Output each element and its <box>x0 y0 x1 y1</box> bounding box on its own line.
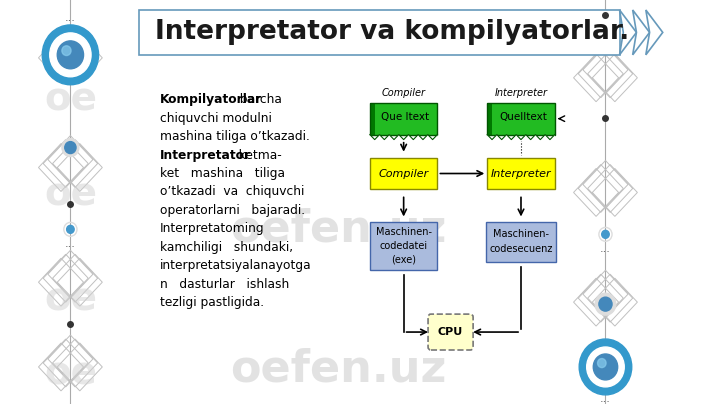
Circle shape <box>62 46 71 55</box>
Polygon shape <box>646 10 662 55</box>
Text: operatorlarni   bajaradi.: operatorlarni bajaradi. <box>160 204 305 217</box>
Bar <box>487 158 555 190</box>
Bar <box>370 103 374 134</box>
Text: ketma-: ketma- <box>227 149 282 162</box>
Text: Interpretator va kompilyatorlar.: Interpretator va kompilyatorlar. <box>155 19 629 45</box>
Text: ...: ... <box>600 244 611 254</box>
Text: oe: oe <box>44 175 97 213</box>
Text: barcha: barcha <box>232 93 282 106</box>
Polygon shape <box>633 10 649 55</box>
Bar <box>139 10 619 55</box>
Text: interpretatsiyalanayotga: interpretatsiyalanayotga <box>160 259 311 272</box>
Bar <box>487 103 555 134</box>
Bar <box>486 222 556 262</box>
Circle shape <box>602 230 609 238</box>
Text: Que ltext: Que ltext <box>382 112 430 122</box>
Bar <box>492 103 555 134</box>
Bar <box>374 103 438 134</box>
Circle shape <box>65 142 76 153</box>
Text: oe: oe <box>44 280 97 318</box>
Bar <box>370 158 438 190</box>
Text: oe: oe <box>44 81 97 119</box>
Circle shape <box>595 293 616 315</box>
Circle shape <box>593 354 618 380</box>
Text: codesecuenz: codesecuenz <box>490 245 553 254</box>
Polygon shape <box>619 10 636 55</box>
Circle shape <box>58 41 84 69</box>
Text: Compiler: Compiler <box>379 168 429 179</box>
Text: Interpreter: Interpreter <box>490 168 552 179</box>
Text: oefen.uz: oefen.uz <box>230 208 446 251</box>
Text: Quelltext: Quelltext <box>499 112 546 122</box>
Text: kamchiligi   shundaki,: kamchiligi shundaki, <box>160 241 293 254</box>
Text: (exe): (exe) <box>391 254 416 264</box>
Text: CPU: CPU <box>438 327 463 337</box>
Text: Maschinen-: Maschinen- <box>493 228 549 239</box>
Bar <box>370 103 438 134</box>
Text: ...: ... <box>65 13 76 23</box>
Text: mashina tiliga o’tkazadi.: mashina tiliga o’tkazadi. <box>160 130 310 143</box>
Text: n   dasturlar   ishlash: n dasturlar ishlash <box>160 278 289 291</box>
Text: oe: oe <box>44 355 97 393</box>
Circle shape <box>587 347 624 387</box>
Text: oefen.uz: oefen.uz <box>230 347 446 390</box>
Bar <box>370 222 438 270</box>
Text: Compiler: Compiler <box>382 88 426 98</box>
Text: Kompilyatorlar: Kompilyatorlar <box>160 93 262 106</box>
FancyBboxPatch shape <box>428 314 473 350</box>
Polygon shape <box>370 134 438 142</box>
Text: Maschinen-: Maschinen- <box>376 227 432 237</box>
Bar <box>487 103 492 134</box>
Text: codedatei: codedatei <box>379 241 428 251</box>
Circle shape <box>599 297 612 311</box>
Text: Interpretator: Interpretator <box>160 149 251 162</box>
Circle shape <box>42 25 99 85</box>
Text: tezligi pastligida.: tezligi pastligida. <box>160 296 264 309</box>
Circle shape <box>598 358 606 368</box>
Circle shape <box>67 225 74 233</box>
Circle shape <box>62 139 79 157</box>
Text: chiquvchi modulni: chiquvchi modulni <box>160 112 271 125</box>
Text: Interpreter: Interpreter <box>495 88 547 98</box>
Text: o’tkazadi  va  chiquvchi: o’tkazadi va chiquvchi <box>160 185 304 198</box>
Text: ...: ... <box>600 394 611 404</box>
Circle shape <box>579 339 631 395</box>
Text: ket   mashina   tiliga: ket mashina tiliga <box>160 167 284 180</box>
Circle shape <box>50 33 91 77</box>
Text: ...: ... <box>65 239 76 249</box>
Text: Interpretatoming: Interpretatoming <box>160 222 264 235</box>
Polygon shape <box>487 134 555 142</box>
